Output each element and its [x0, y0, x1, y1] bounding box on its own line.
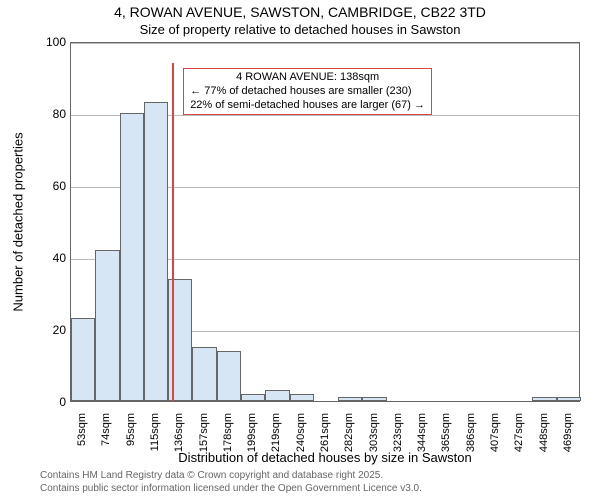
histogram-bar [71, 318, 95, 401]
x-tick-label: 178sqm [222, 413, 234, 463]
histogram-bar [192, 347, 216, 401]
x-tick-label: 157sqm [198, 413, 210, 463]
histogram-bar [532, 397, 556, 401]
x-tick-label: 95sqm [125, 413, 137, 463]
x-tick-label: 427sqm [513, 413, 525, 463]
histogram-bar [362, 397, 386, 401]
x-tick-label: 323sqm [392, 413, 404, 463]
histogram-bar [338, 397, 362, 401]
histogram-bar [95, 250, 119, 401]
x-tick-label: 282sqm [343, 413, 355, 463]
histogram-bar [290, 394, 314, 401]
y-tick-label: 20 [36, 323, 66, 337]
x-tick-label: 115sqm [149, 413, 161, 463]
x-tick-label: 365sqm [440, 413, 452, 463]
plot-area: 4 ROWAN AVENUE: 138sqm← 77% of detached … [70, 42, 580, 402]
histogram-bar [557, 397, 581, 401]
footer-line-1: Contains HM Land Registry data © Crown c… [40, 470, 383, 481]
x-tick-label: 74sqm [100, 413, 112, 463]
histogram-bar [144, 102, 168, 401]
histogram-bar [217, 351, 241, 401]
annotation-larger: 22% of semi-detached houses are larger (… [190, 99, 425, 113]
x-tick-label: 303sqm [368, 413, 380, 463]
annotation-smaller: ← 77% of detached houses are smaller (23… [190, 85, 425, 99]
x-tick-label: 53sqm [76, 413, 88, 463]
histogram-bar [120, 113, 144, 401]
x-tick-label: 407sqm [489, 413, 501, 463]
x-tick-label: 219sqm [270, 413, 282, 463]
x-tick-label: 199sqm [246, 413, 258, 463]
x-tick-label: 261sqm [319, 413, 331, 463]
x-tick-label: 136sqm [173, 413, 185, 463]
y-tick-label: 100 [36, 35, 66, 49]
histogram-bar [265, 390, 289, 401]
y-tick-label: 80 [36, 107, 66, 121]
y-tick-label: 60 [36, 179, 66, 193]
x-tick-label: 448sqm [538, 413, 550, 463]
gridline [71, 43, 579, 44]
x-tick-label: 344sqm [416, 413, 428, 463]
annotation-box: 4 ROWAN AVENUE: 138sqm← 77% of detached … [183, 68, 432, 115]
property-marker-line [172, 63, 174, 401]
y-tick-label: 40 [36, 251, 66, 265]
x-tick-label: 386sqm [465, 413, 477, 463]
y-tick-label: 0 [36, 395, 66, 409]
chart-title-main: 4, ROWAN AVENUE, SAWSTON, CAMBRIDGE, CB2… [0, 4, 600, 20]
footer-line-2: Contains public sector information licen… [40, 483, 422, 494]
annotation-title: 4 ROWAN AVENUE: 138sqm [190, 71, 425, 85]
chart-title-sub: Size of property relative to detached ho… [0, 22, 600, 37]
histogram-bar [241, 394, 265, 401]
x-tick-label: 240sqm [295, 413, 307, 463]
x-tick-label: 469sqm [562, 413, 574, 463]
y-axis-label: Number of detached properties [11, 132, 26, 311]
